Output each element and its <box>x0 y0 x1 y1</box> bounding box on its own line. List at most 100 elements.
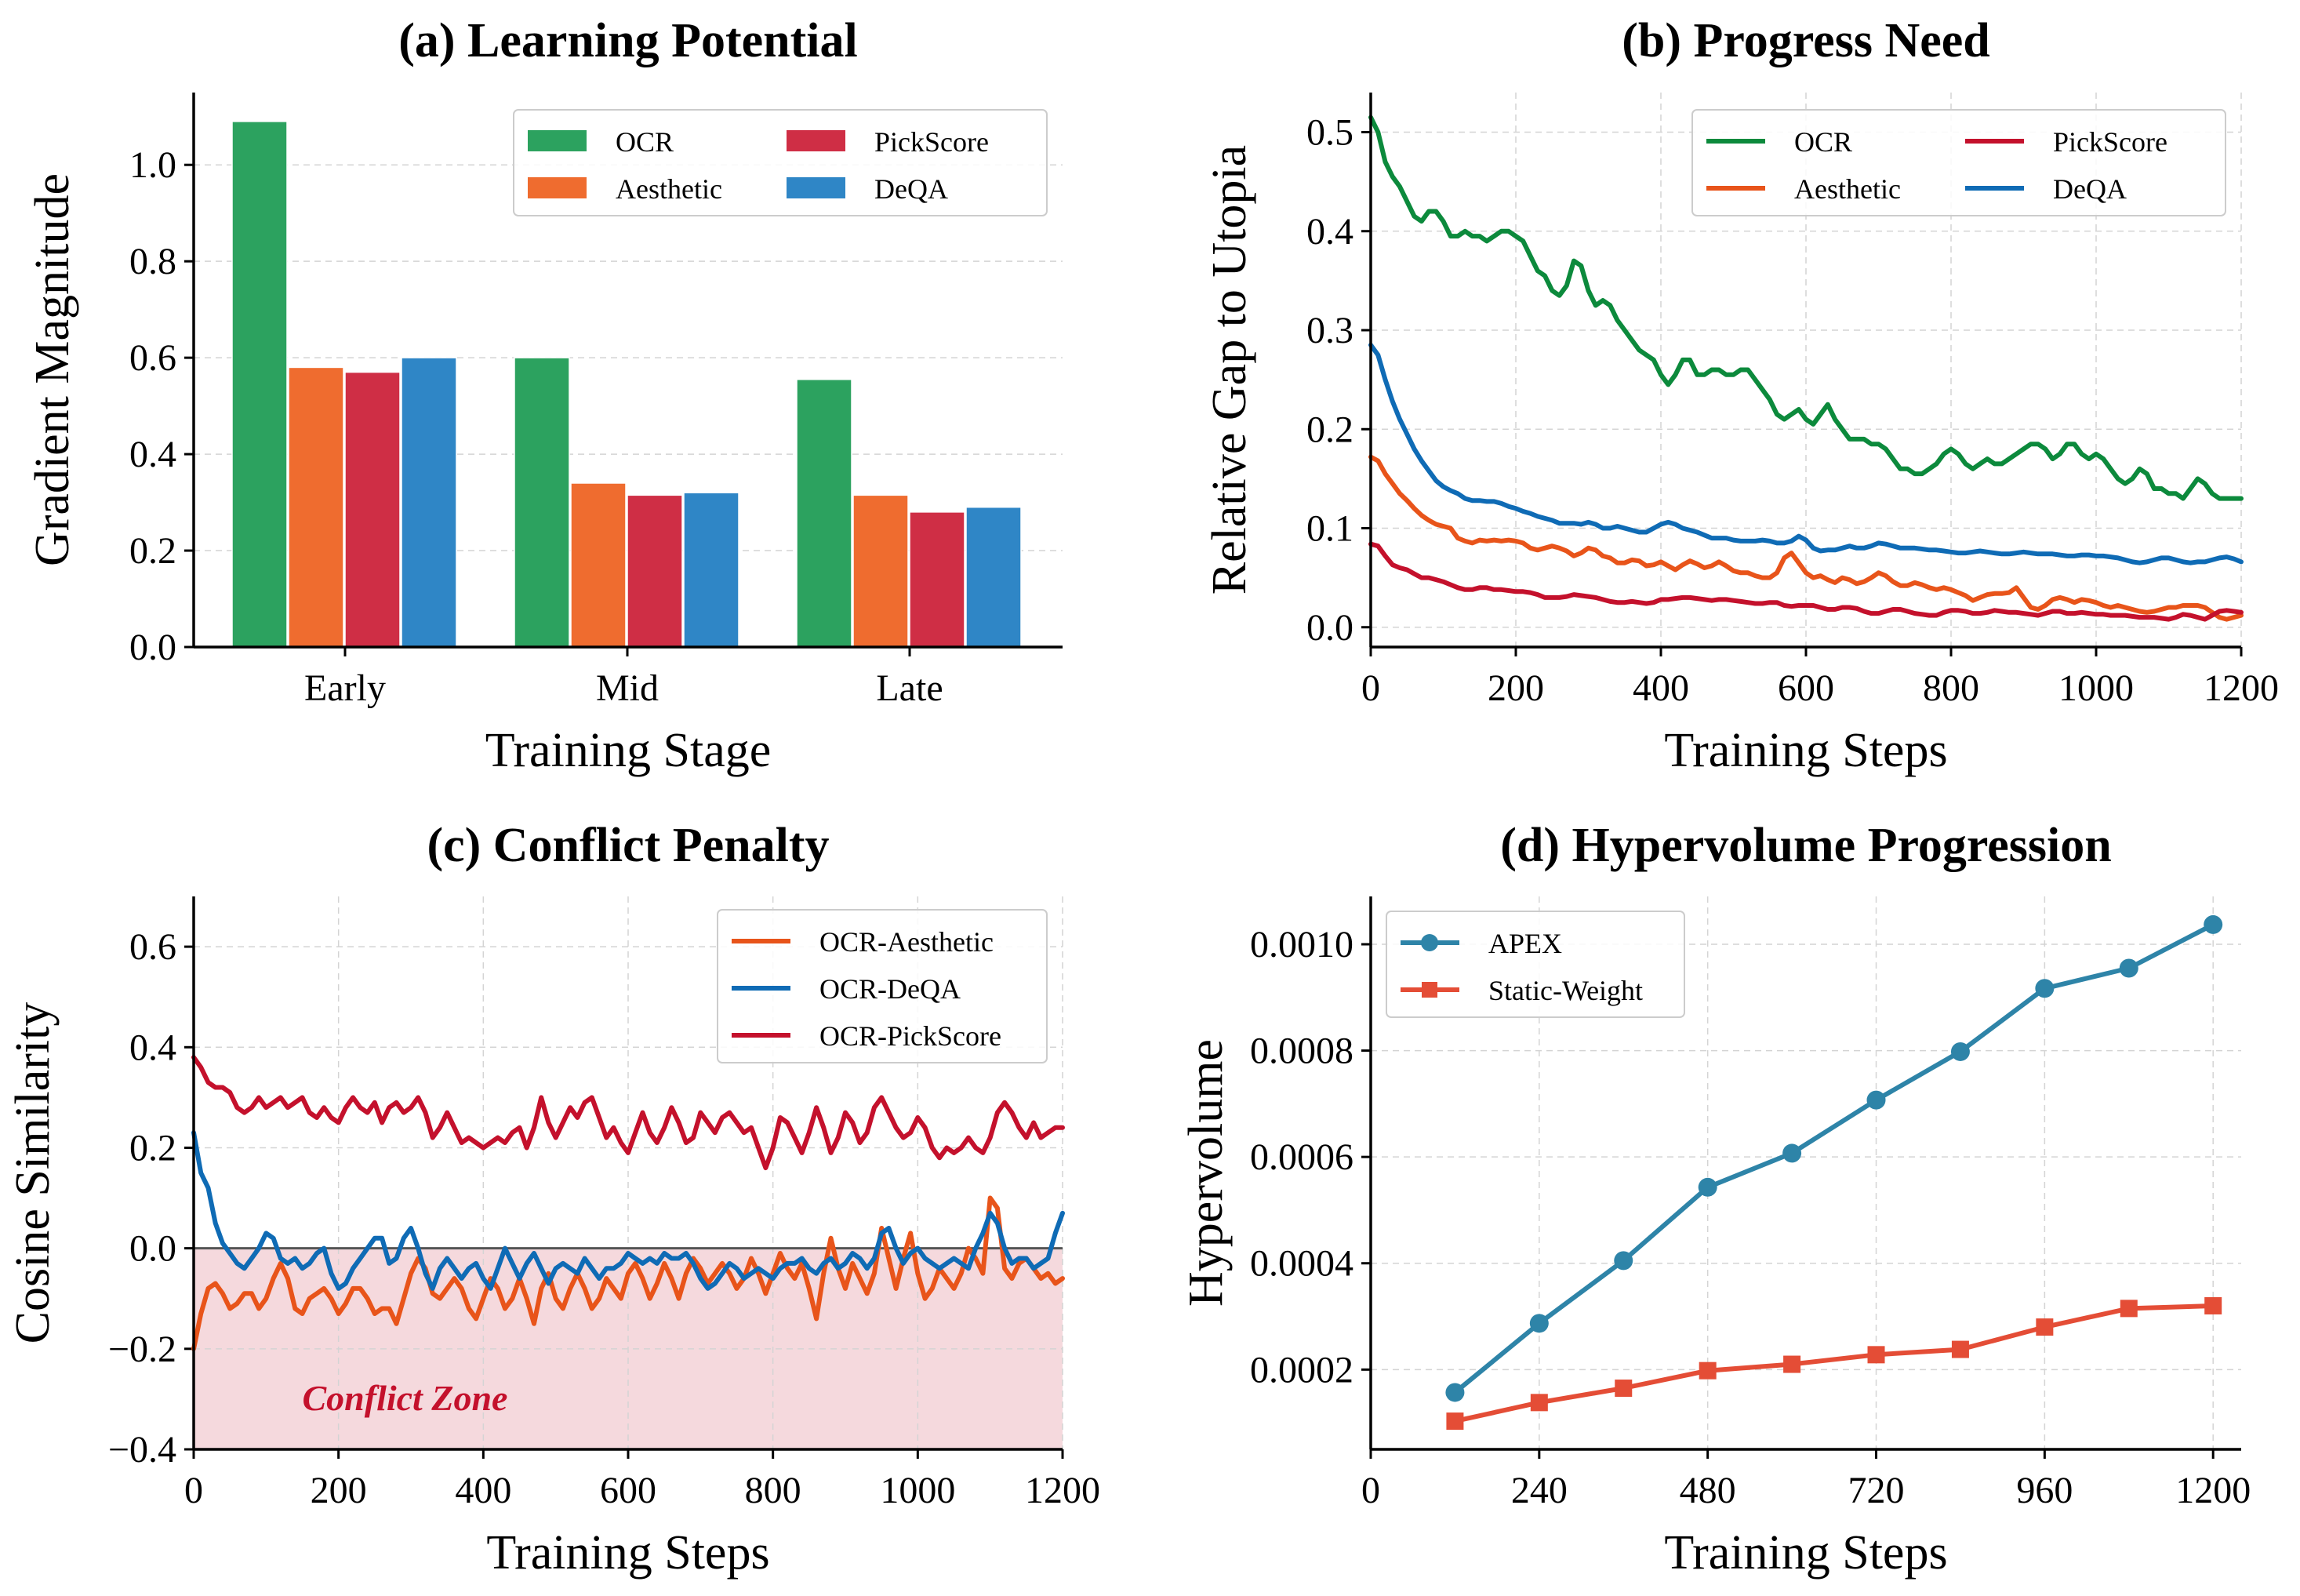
legend-marker <box>1421 934 1438 951</box>
point-static-weight <box>1783 1355 1801 1373</box>
x-tick-label: 600 <box>600 1470 656 1511</box>
bar-pickscore-late <box>909 511 965 648</box>
legend-swatch <box>787 130 845 151</box>
legend-label: Static-Weight <box>1488 975 1643 1006</box>
y-tick-label: 0.4 <box>1306 211 1353 253</box>
point-apex <box>1614 1251 1633 1271</box>
x-tick-label: 1200 <box>2175 1470 2251 1511</box>
legend-box <box>717 909 1048 1063</box>
x-tick-label: Late <box>876 667 943 709</box>
y-tick-label: 0.4 <box>129 434 176 475</box>
legend-swatch <box>528 177 587 198</box>
legend-label: OCR-Aesthetic <box>819 926 994 958</box>
x-tick-label: Early <box>304 667 386 709</box>
legend-label: DeQA <box>2053 173 2127 205</box>
point-static-weight <box>2120 1300 2138 1318</box>
legend-label: Aesthetic <box>616 173 722 205</box>
panel-title: (b) Progress Need <box>1622 14 1990 67</box>
x-axis-label: Training Steps <box>1664 1526 1947 1580</box>
legend-marker <box>1422 982 1437 998</box>
line-ocr-deqa <box>191 1130 1065 1291</box>
point-static-weight <box>1446 1412 1464 1431</box>
bar-pickscore-mid <box>627 494 683 648</box>
x-tick-label: 400 <box>455 1470 511 1511</box>
point-apex <box>1950 1042 1970 1061</box>
bar-aesthetic-early <box>288 366 344 648</box>
x-tick-label: 1200 <box>1025 1470 1100 1511</box>
y-axis-label: Gradient Magnitude <box>26 173 79 566</box>
x-tick-label: 200 <box>311 1470 367 1511</box>
y-tick-label: 0.0008 <box>1250 1031 1353 1072</box>
panel-title: (d) Hypervolume Progression <box>1500 819 2112 872</box>
line-ocr <box>1368 115 2244 501</box>
x-axis-label: Training Stage <box>485 724 772 777</box>
point-static-weight <box>1951 1340 1969 1358</box>
legend-box <box>513 109 1048 216</box>
bar-pickscore-early <box>344 371 401 648</box>
legend-label: Aesthetic <box>1794 173 1901 205</box>
bar-ocr-late <box>796 379 852 648</box>
legend-label: OCR-PickScore <box>819 1020 1001 1052</box>
line-ocr-pickscore <box>191 1055 1065 1171</box>
legend-swatch <box>787 177 845 198</box>
panel-title: (a) Learning Potential <box>398 14 858 67</box>
legend-box <box>1691 109 2226 216</box>
x-tick-label: 0 <box>1361 1470 1380 1511</box>
legend-label: PickScore <box>2053 126 2167 158</box>
y-tick-label: 0.6 <box>129 337 176 379</box>
legend-label: APEX <box>1488 928 1562 959</box>
y-tick-label: 0.1 <box>1306 508 1353 550</box>
panel-a-learning-potential: Early Mid Late 0.0 0.2 0.4 0.6 0.8 1.0 (a) Learni… <box>26 14 1063 777</box>
x-tick-label: 720 <box>1848 1470 1905 1511</box>
bar-ocr-mid <box>514 357 570 648</box>
y-tick-label: 0.8 <box>129 241 176 282</box>
line-pickscore <box>1368 541 2244 622</box>
y-tick-label: 0.0 <box>129 1228 176 1270</box>
point-apex <box>1782 1143 1802 1163</box>
panel-c-conflict-penalty: −0.4 −0.2 0.0 0.2 0.4 0.6 0 200 400 600 800 1000 120… <box>6 819 1100 1580</box>
x-tick-label: 400 <box>1633 667 1689 709</box>
point-static-weight <box>2036 1318 2054 1336</box>
point-apex <box>2119 958 2138 978</box>
conflict-zone-label: Conflict Zone <box>303 1378 508 1418</box>
x-tick-label: 480 <box>1680 1470 1736 1511</box>
y-tick-label: 0.5 <box>1306 112 1353 154</box>
y-tick-label: 1.0 <box>129 144 176 186</box>
bar-deqa-late <box>965 506 1022 648</box>
bar-aesthetic-late <box>852 494 909 648</box>
point-apex <box>1698 1177 1717 1197</box>
y-tick-label: 0.0006 <box>1250 1136 1353 1178</box>
bar-ocr-early <box>231 121 288 648</box>
x-tick-label: 0 <box>184 1470 203 1511</box>
line-ocr-aesthetic <box>191 1195 1065 1351</box>
y-tick-label: 0.0002 <box>1250 1349 1353 1391</box>
x-tick-label: 0 <box>1361 667 1380 709</box>
x-tick-label: 200 <box>1488 667 1544 709</box>
x-axis-label: Training Steps <box>486 1526 769 1580</box>
panel-title: (c) Conflict Penalty <box>427 819 829 872</box>
y-tick-label: 0.6 <box>129 926 176 968</box>
line-apex <box>1453 922 2215 1394</box>
y-axis-label: Relative Gap to Utopia <box>1203 145 1256 594</box>
y-tick-label: 0.0010 <box>1250 924 1353 965</box>
y-tick-label: 0.4 <box>129 1027 176 1068</box>
point-static-weight <box>1699 1362 1717 1380</box>
legend-label: OCR <box>1794 126 1852 158</box>
x-tick-label: 600 <box>1778 667 1834 709</box>
x-axis-label: Training Steps <box>1664 724 1947 777</box>
point-static-weight <box>1867 1346 1885 1364</box>
bar-aesthetic-mid <box>570 482 627 648</box>
legend-label: PickScore <box>874 126 989 158</box>
x-tick-label: 960 <box>2016 1470 2073 1511</box>
point-apex <box>2204 914 2223 934</box>
point-static-weight <box>2204 1296 2222 1314</box>
y-tick-label: 0.0004 <box>1250 1243 1353 1285</box>
y-tick-label: 0.3 <box>1306 310 1353 351</box>
y-tick-label: −0.4 <box>108 1429 176 1471</box>
line-deqa <box>1368 342 2244 565</box>
x-tick-label: 1000 <box>880 1470 955 1511</box>
line-static-weight <box>1454 1303 2214 1424</box>
y-tick-label: −0.2 <box>108 1329 176 1370</box>
x-tick-label: 800 <box>1923 667 1979 709</box>
